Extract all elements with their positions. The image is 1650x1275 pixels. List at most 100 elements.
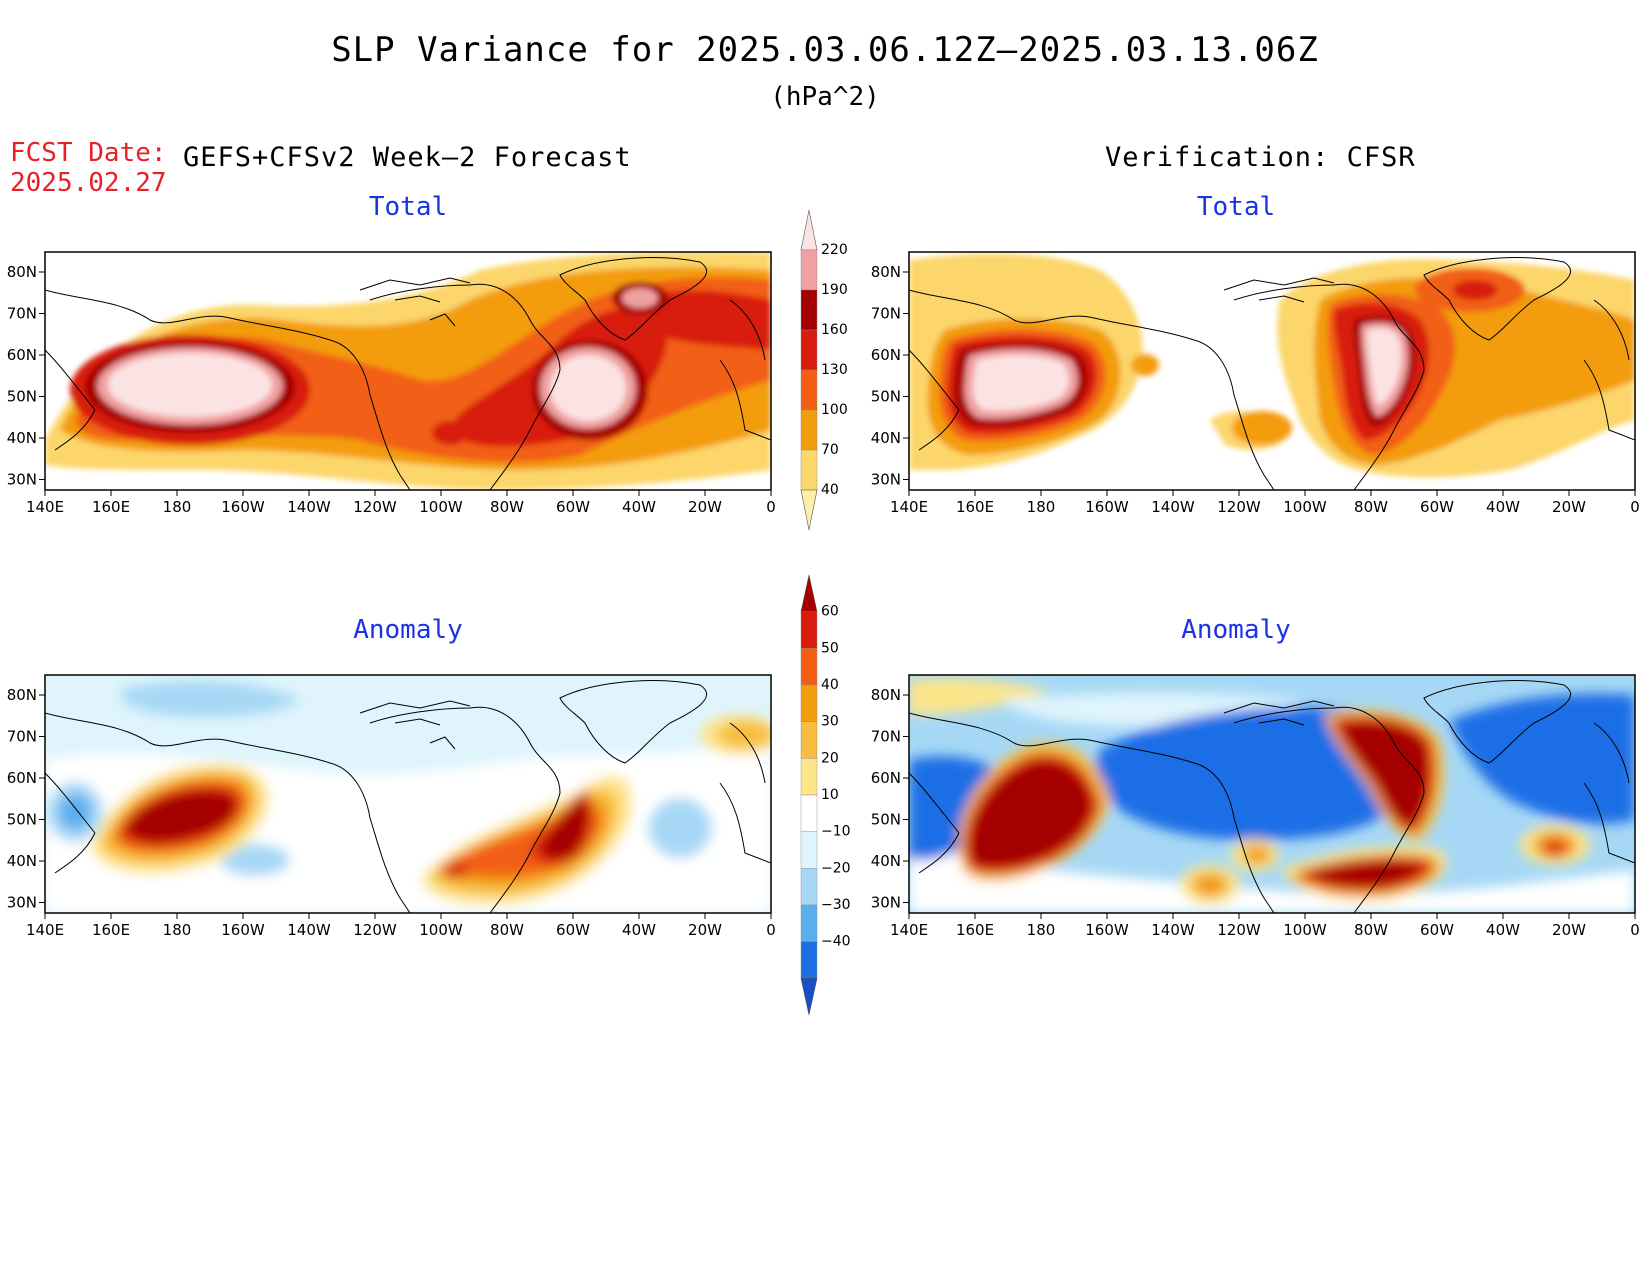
lon-tick-label: 180 (163, 498, 192, 516)
lat-tick-label: 70N (871, 305, 901, 323)
lat-tick-label: 30N (7, 894, 37, 912)
lat-tick-label: 70N (7, 728, 37, 746)
colorbar-label: 20 (821, 750, 839, 766)
lat-tick-label: 30N (7, 471, 37, 489)
colorbar-label: 70 (821, 442, 839, 458)
lat-tick-label: 60N (871, 769, 901, 787)
colorbar-label: 60 (821, 604, 839, 620)
lon-tick-label: 0 (766, 498, 776, 516)
verification-total-title: Total (1196, 192, 1276, 222)
colorbar-label: 40 (821, 677, 839, 693)
verification-header: Verification: CFSR (1105, 142, 1416, 173)
colorbar-label: −40 (821, 934, 851, 950)
colorbar-segment (800, 868, 818, 906)
lon-tick-label: 160W (221, 498, 265, 516)
forecast-total-title: Total (368, 192, 448, 222)
lon-tick-label: 140E (26, 921, 64, 939)
forecast-date: FCST Date: 2025.02.27 (10, 138, 167, 198)
lon-tick-label: 120W (1217, 498, 1261, 516)
colorbar-arrow-bottom (800, 489, 818, 531)
lat-tick-label: 70N (871, 728, 901, 746)
axes-layer: 80N 70N 60N 50N 40N 30N 140E 160E 180 160W 140W 120… (7, 263, 1640, 939)
lon-tick-label: 100W (419, 921, 463, 939)
lon-tick-label: 140W (1151, 921, 1195, 939)
lon-tick-label: 120W (353, 921, 397, 939)
lat-tick-label: 80N (871, 686, 901, 704)
colorbar-label: 50 (821, 640, 839, 656)
lat-tick-label: 70N (7, 305, 37, 323)
lon-tick-label: 20W (688, 498, 722, 516)
colorbar-label: −30 (821, 897, 851, 913)
lat-tick-label: 30N (871, 894, 901, 912)
colorbar-segment (800, 904, 818, 942)
colorbar-segment (800, 794, 818, 832)
verification-anomaly-map (908, 674, 1636, 914)
lon-tick-label: 180 (1027, 921, 1056, 939)
lon-tick-label: 160E (92, 498, 130, 516)
lon-tick-label: 160W (1085, 921, 1129, 939)
colorbar-segment (800, 831, 818, 869)
lon-tick-label: 160W (221, 921, 265, 939)
lon-tick-label: 80W (1354, 921, 1388, 939)
colorbar-label: 160 (821, 322, 848, 338)
lon-tick-label: 80W (490, 921, 524, 939)
colorbar-arrow-bottom (800, 978, 818, 1016)
lon-tick-label: 160E (92, 921, 130, 939)
verification-anomaly-title: Anomaly (1181, 615, 1291, 645)
lat-tick-label: 60N (7, 346, 37, 364)
colorbar-label: 40 (821, 482, 839, 498)
lon-tick-label: 140E (890, 498, 928, 516)
colorbar-segment (800, 758, 818, 796)
colorbar-arrow-top (800, 209, 818, 251)
colorbar-label: −20 (821, 860, 851, 876)
forecast-date-label: FCST Date: (10, 138, 167, 168)
colorbar-segment (800, 289, 818, 331)
colorbar-segment (800, 369, 818, 411)
main-title: SLP Variance for 2025.03.06.12Z–2025.03.… (331, 30, 1319, 70)
lat-tick-label: 80N (871, 263, 901, 281)
lon-tick-label: 40W (622, 921, 656, 939)
colorbar-label: 190 (821, 282, 848, 298)
lon-tick-label: 20W (1552, 498, 1586, 516)
lat-tick-label: 30N (871, 471, 901, 489)
lon-tick-label: 60W (556, 921, 590, 939)
lat-tick-label: 40N (7, 429, 37, 447)
lat-tick-label: 40N (871, 429, 901, 447)
colorbar-label: 130 (821, 362, 848, 378)
lon-tick-label: 160W (1085, 498, 1129, 516)
colorbar-segment (800, 449, 818, 491)
lat-tick-label: 60N (871, 346, 901, 364)
lon-tick-label: 0 (1630, 921, 1640, 939)
lon-tick-label: 60W (556, 498, 590, 516)
lon-tick-label: 140E (26, 498, 64, 516)
colorbar-segment (800, 684, 818, 722)
anomaly-colorbar: 60 50 40 30 20 10 −10 −20 −30 −40 (800, 574, 851, 1016)
lat-tick-label: 60N (7, 769, 37, 787)
total-colorbar: 220 190 160 130 100 70 40 (800, 209, 848, 531)
colorbar-label: 10 (821, 787, 839, 803)
lat-tick-label: 80N (7, 686, 37, 704)
lon-tick-label: 180 (163, 921, 192, 939)
colorbar-segment (800, 648, 818, 686)
colorbar-label: 220 (821, 242, 848, 258)
colorbar-segment (800, 721, 818, 759)
units-label: (hPa^2) (770, 82, 880, 112)
colorbar-arrow-top (800, 574, 818, 612)
colorbar-label: 30 (821, 714, 839, 730)
forecast-total-map (44, 251, 772, 491)
lon-tick-label: 80W (1354, 498, 1388, 516)
lon-tick-label: 160E (956, 921, 994, 939)
lon-tick-label: 40W (1486, 498, 1520, 516)
lat-tick-label: 50N (871, 811, 901, 829)
lon-tick-label: 40W (622, 498, 656, 516)
lon-tick-label: 140W (287, 498, 331, 516)
lon-tick-label: 60W (1420, 921, 1454, 939)
colorbar-segment (800, 329, 818, 371)
lat-tick-label: 80N (7, 263, 37, 281)
lon-tick-label: 20W (1552, 921, 1586, 939)
lon-tick-label: 140W (287, 921, 331, 939)
lon-tick-label: 20W (688, 921, 722, 939)
colorbar-label: 100 (821, 402, 848, 418)
colorbar-segment (800, 409, 818, 451)
